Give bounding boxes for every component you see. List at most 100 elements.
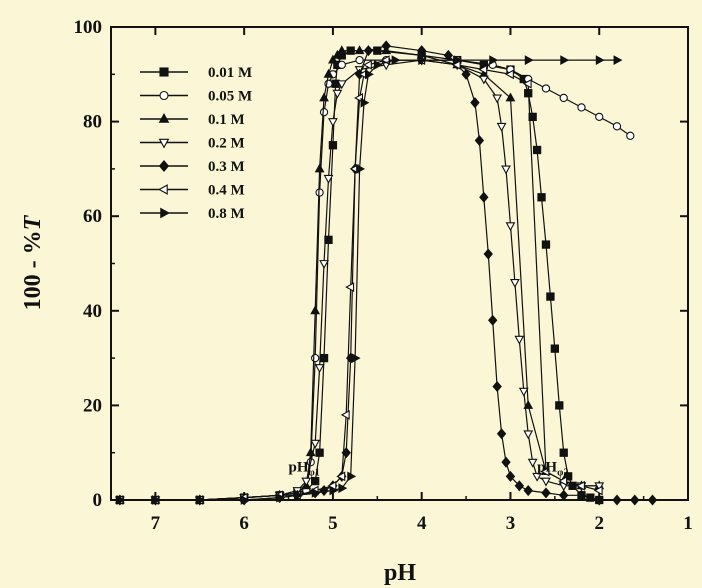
x-tick-label: 6 [239,513,249,534]
data-point [505,470,516,482]
x-axis-title: pH [384,560,416,586]
data-point [336,471,346,482]
annotation-text: pH [537,460,557,476]
data-point [593,485,603,496]
y-tick-labels: 0 20 40 60 80 100 [74,17,103,511]
data-point [527,458,538,468]
data-point [315,448,324,457]
legend-label: 0.05 M [208,89,252,105]
data-point [336,45,347,55]
series-line [119,59,617,501]
data-point [559,489,569,501]
legend-entry: 0.01 M [140,65,252,81]
legend: 0.01 M 0.05 M 0.1 M 0.2 M 0.3 M 0.4 M 0.8 M [140,65,252,222]
x-tick-label: 5 [328,513,338,534]
data-point [293,490,303,501]
data-point [496,428,507,440]
annotations: pHφ1 pHφ2 [289,460,569,479]
data-point [159,67,169,77]
data-point [505,222,516,232]
y-tick-label: 40 [83,301,102,322]
data-point [558,476,568,486]
legend-label: 0.4 M [208,183,245,199]
data-point [577,103,586,112]
data-point [522,78,532,89]
data-point [505,69,514,80]
data-point [311,488,321,498]
data-point [319,92,329,102]
data-point [276,492,286,503]
data-point [626,131,635,140]
data-point [555,401,564,410]
data-point [340,409,350,420]
data-point [417,45,427,57]
data-point [524,55,534,66]
data-point [160,207,170,219]
plot-frame [110,26,689,501]
data-point [488,314,498,326]
legend-label: 0.01 M [208,65,252,81]
data-point [159,90,169,101]
data-point [332,89,343,99]
data-point [576,489,587,501]
legend-entry: 0.1 M [140,112,245,128]
data-point [240,495,250,505]
data-point [351,353,361,363]
data-point [559,93,568,103]
data-point [478,75,489,85]
legend-entry: 0.8 M [140,206,245,222]
data-point [501,456,511,468]
data-point [338,483,348,494]
data-point [613,55,623,66]
data-point [505,92,516,102]
data-point [546,292,555,301]
annotation: pHφ1 [289,460,320,479]
x-tick-label: 3 [506,513,516,534]
data-point [489,55,499,66]
legend-entry: 0.05 M [140,89,252,105]
data-point [510,278,520,288]
data-series [114,40,658,506]
data-point [311,353,320,363]
data-point [523,485,533,497]
data-point [453,55,463,66]
x-tick-label: 4 [417,513,427,534]
data-point [514,480,525,492]
y-tick-label: 80 [83,112,102,133]
annotation: pHφ2 [537,460,568,479]
data-point [301,477,312,487]
data-point [337,60,346,69]
x-tick-label: 2 [594,513,604,534]
legend-label: 0.1 M [208,112,245,128]
data-point [564,472,573,481]
legend-label: 0.3 M [208,159,245,175]
data-point [336,80,347,90]
data-point [356,164,366,174]
data-point [532,472,542,482]
data-point [479,191,489,203]
legend-entry: 0.4 M [140,183,245,199]
data-point [541,84,551,93]
data-point [158,138,170,149]
data-point [328,54,338,64]
series-0-05-m [115,55,635,505]
data-point [595,55,605,66]
data-point [158,113,170,123]
data-point [381,40,391,52]
y-axis-title-main: 100 - % [20,230,46,310]
data-point [550,344,559,353]
data-point [612,122,622,131]
x-tick-label: 1 [683,513,693,534]
series-line [119,45,653,501]
data-point [514,335,525,345]
y-tick-label: 100 [74,17,103,38]
data-point [528,112,537,122]
y-tick-label: 0 [93,490,103,511]
data-point [328,141,338,150]
annotation-sub: φ1 [309,468,320,479]
data-point [328,118,338,128]
data-point [355,55,364,65]
data-point [647,494,658,506]
data-point [310,305,321,315]
series-0-8-m [116,55,623,505]
